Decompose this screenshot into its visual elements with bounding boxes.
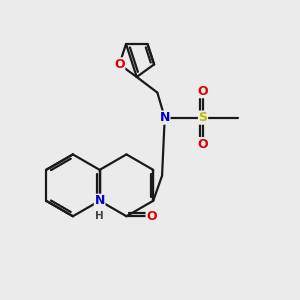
Text: O: O	[114, 58, 125, 71]
Text: H: H	[95, 211, 104, 221]
Text: O: O	[146, 210, 157, 223]
Text: O: O	[198, 85, 208, 98]
Text: S: S	[199, 111, 208, 124]
Text: N: N	[94, 194, 105, 207]
Text: N: N	[160, 111, 170, 124]
Text: O: O	[198, 138, 208, 151]
